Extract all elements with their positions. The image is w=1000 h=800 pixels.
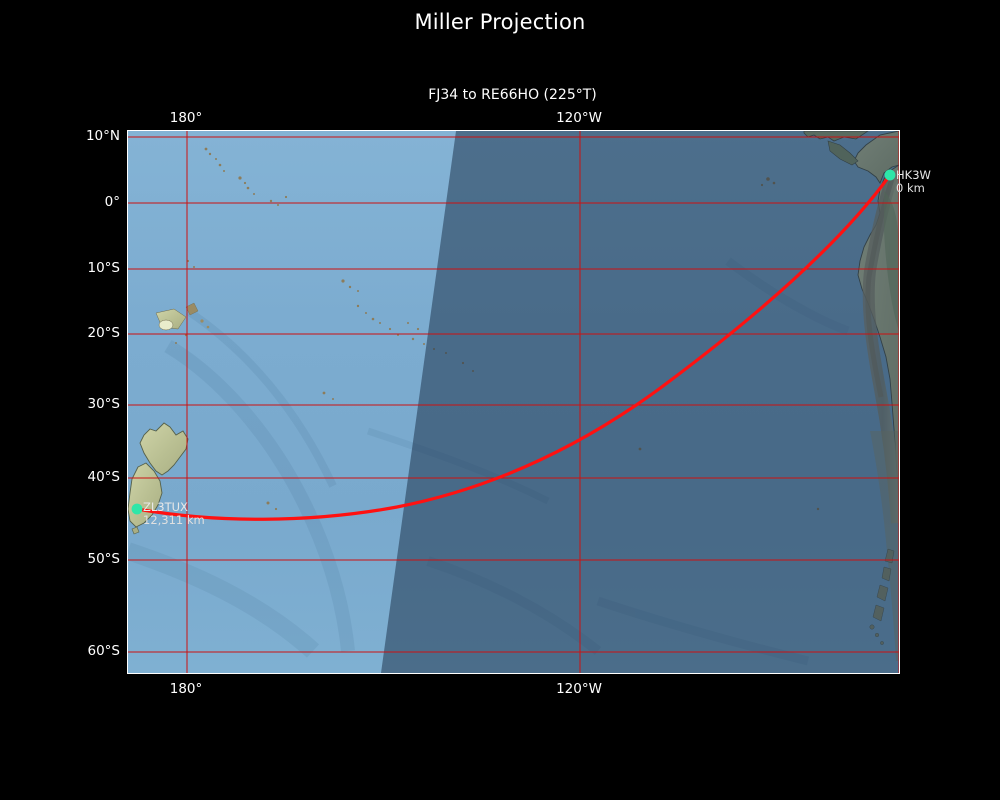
y-tick-label: 20°S xyxy=(87,325,121,341)
x-tick-label-top: 120°W xyxy=(556,110,602,126)
station-distance-hk3w: 0 km xyxy=(896,180,925,195)
fiji-group xyxy=(155,302,210,331)
y-tick-label: 40°S xyxy=(87,469,121,485)
y-tick-label: 0° xyxy=(104,194,120,210)
great-circle-overlay xyxy=(131,169,896,521)
x-tick-label-bottom: 180° xyxy=(169,681,203,697)
x-tick-label-bottom: 120°W xyxy=(556,681,602,697)
station-annotation-hk3w: HK3W 0 km xyxy=(896,169,931,194)
map-plot-area[interactable] xyxy=(127,130,900,674)
x-tick-label-top: 180° xyxy=(169,110,203,126)
y-tick-label: 30°S xyxy=(87,396,121,412)
y-tick-label: 60°S xyxy=(87,643,121,659)
y-tick-label: 10°S xyxy=(87,260,121,276)
y-tick-label: 10°N xyxy=(85,128,120,144)
pacific-islands xyxy=(175,147,474,511)
station-marker-zl3tux[interactable] xyxy=(131,503,143,515)
map-canvas xyxy=(128,131,899,673)
y-tick-label: 50°S xyxy=(87,551,121,567)
station-marker-hk3w[interactable] xyxy=(884,169,896,181)
figure-title: Miller Projection xyxy=(414,10,586,34)
axes-title: FJ34 to RE66HO (225°T) xyxy=(428,87,597,103)
graticule-gridlines xyxy=(128,131,899,673)
great-circle-path xyxy=(135,173,892,521)
station-callsign-hk3w: HK3W xyxy=(896,168,931,182)
